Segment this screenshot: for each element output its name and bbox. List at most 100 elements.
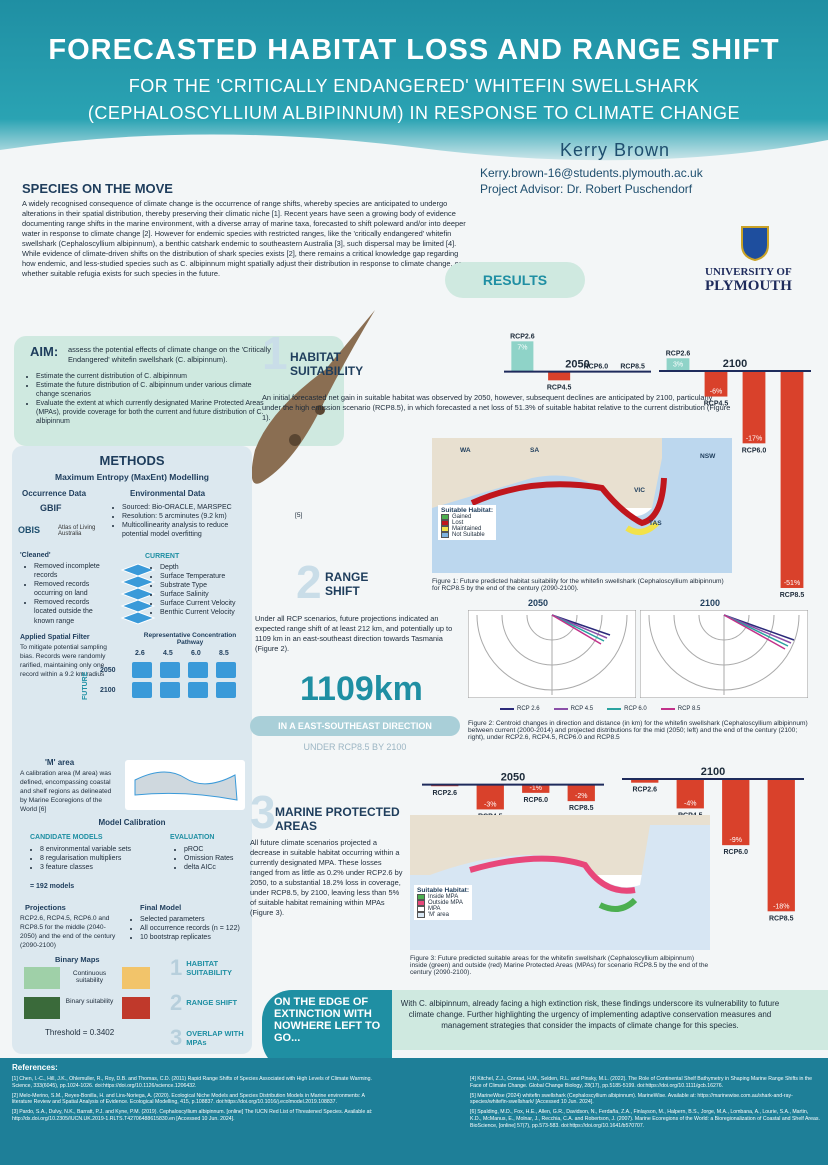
crest xyxy=(741,226,769,261)
legend: RCP 2.6 RCP 4.5 RCP 6.0 RCP 8.5 xyxy=(500,706,700,712)
email: Kerry.brown-16@students.plymouth.ac.uk xyxy=(480,166,703,180)
value-label: -9% xyxy=(730,837,742,844)
caption: Figure 1: Future predicted habitat suita… xyxy=(432,578,724,592)
legend-swatch xyxy=(500,708,514,710)
list-item: Substrate Type xyxy=(160,581,258,590)
category-label: RCP8.5 xyxy=(620,364,645,371)
section-title: MARINE PROTECTED AREAS xyxy=(275,805,400,833)
legend-swatch xyxy=(660,708,675,710)
binary-maps-icon xyxy=(24,967,150,1019)
legend-item: Maintained xyxy=(441,526,493,532)
cube xyxy=(188,662,208,678)
legend-label: RCP 4.5 xyxy=(570,706,594,712)
section-number: 3 xyxy=(250,786,276,838)
bar xyxy=(704,371,728,397)
legend-box: Suitable Habitat: Gained Lost Maintained Not… xyxy=(438,505,497,540)
legend-title: Suitable Habitat: xyxy=(417,887,470,894)
category-label: RCP4.5 xyxy=(547,384,572,391)
subheading: Maximum Entropy (MaxEnt) Modelling xyxy=(55,472,209,482)
list: Removed incomplete recordsRemoved record… xyxy=(22,562,112,626)
value-label: -1% xyxy=(530,785,542,792)
title: FORECASTED HABITAT LOSS AND RANGE SHIFT xyxy=(48,34,780,66)
region-label: WA xyxy=(460,447,471,454)
step-number: 1 xyxy=(170,954,183,980)
rose-arrow xyxy=(723,614,786,650)
list: Sourced: Bio-ORACLE, MARSPECResolution: … xyxy=(110,503,250,539)
caption: Figure 3: Future predicted suitable area… xyxy=(410,955,709,976)
bar xyxy=(522,784,550,793)
label: Final Model xyxy=(140,903,182,912)
legend-swatch xyxy=(417,912,425,918)
label: Projections xyxy=(25,903,66,912)
label: Binary Maps xyxy=(55,955,100,964)
list-item: All occurrence records (n = 122) xyxy=(140,924,253,933)
step-number: 3 xyxy=(170,1024,183,1050)
legend-item: Inside MPA xyxy=(417,894,469,900)
rcp-label: 2.6 xyxy=(135,650,145,657)
bar xyxy=(631,779,659,783)
value-label: 7% xyxy=(517,344,527,351)
legend-item: MPA xyxy=(417,906,469,912)
list: Selected parametersAll occurrence record… xyxy=(128,915,253,942)
label: Binary suitability xyxy=(65,998,114,1005)
list-item: Removed records occurring on land xyxy=(34,580,112,598)
text: A calibration area (M area) was defined,… xyxy=(20,770,112,813)
step-label: OVERLAP WITH MPAs xyxy=(186,1028,244,1047)
label: Environmental Data xyxy=(130,489,206,498)
rcp-grid: 2.6 4.5 6.0 8.5 2050 2100 xyxy=(100,650,250,710)
value-label: -6% xyxy=(710,389,722,396)
list-item: Surface Temperature xyxy=(160,572,258,581)
label: 'Cleaned' xyxy=(20,552,51,559)
legend-swatch xyxy=(441,520,449,526)
label: Representative Concentration Pathway xyxy=(143,632,237,646)
label: Continuous suitability xyxy=(72,970,107,984)
region-label: NSW xyxy=(700,453,716,460)
list-item: Benthic Current Velocity xyxy=(160,608,258,617)
section-heading: RESULTS xyxy=(482,272,548,288)
category-label: RCP2.6 xyxy=(510,333,535,340)
list-item: Multicollinearity analysis to reduce pot… xyxy=(122,521,250,539)
value-label: -18% xyxy=(773,903,789,910)
legend-swatch xyxy=(441,526,449,532)
direction-badge: IN A EAST-SOUTHEAST DIRECTION xyxy=(250,716,460,736)
bar xyxy=(476,784,504,810)
paragraph: An initial forecasted net gain in suitab… xyxy=(262,393,731,422)
threshold: Threshold = 0.3402 xyxy=(45,1028,115,1037)
legend-label: Lost xyxy=(452,520,464,526)
label: CANDIDATE MODELS xyxy=(30,834,103,841)
legend-item: Lost xyxy=(441,520,493,526)
legend-swatch xyxy=(417,906,425,912)
university: UNIVERSITY OF xyxy=(705,266,792,278)
list-item: Estimate the current distribution of C. … xyxy=(36,372,274,381)
list-item: Resolution: 5 arcminutes (9.2 km) xyxy=(122,512,250,521)
list-item: Estimate the future distribution of C. a… xyxy=(36,381,274,399)
label: Applied Spatial Filter xyxy=(20,634,90,641)
legend-swatch xyxy=(417,894,425,900)
rose-diagram xyxy=(468,610,636,698)
year-label: 2050 xyxy=(100,667,116,674)
reference: [4] Kitchel, Z.J., Conrad, H.M., Selden,… xyxy=(470,1076,813,1089)
legend-label: Gained xyxy=(452,514,472,520)
category-label: RCP2.6 xyxy=(432,790,457,797)
legend-item: 'M' area xyxy=(417,912,469,918)
bar xyxy=(767,779,795,912)
label: EVALUATION xyxy=(170,834,215,841)
conclusion-badge xyxy=(262,990,392,1070)
value-label: -51% xyxy=(784,580,800,587)
m-area-map xyxy=(125,760,245,810)
list: DepthSurface TemperatureSubstrate TypeSu… xyxy=(148,563,258,618)
value-label: -4% xyxy=(684,800,696,807)
bar-chart: RCP2.6 7% RCP4.5 RCP6.0 RCP8.5 2050 xyxy=(504,333,651,391)
subtitle: FOR THE 'CRITICALLY ENDANGERED' WHITEFIN… xyxy=(128,76,700,96)
legend-item: RCP 6.0 xyxy=(607,706,647,712)
results-badge xyxy=(445,262,585,298)
label: 'M' area xyxy=(45,758,75,767)
subtitle: (CEPHALOSCYLLIUM ALBIPINNUM) IN RESPONSE… xyxy=(87,103,741,123)
aim-label: AIM: xyxy=(30,344,59,359)
section-title: HABITAT SUITABILITY xyxy=(290,350,364,378)
rose-title: 2100 xyxy=(700,598,721,608)
list-item: Selected parameters xyxy=(140,915,253,924)
legend-label: RCP 2.6 xyxy=(517,706,540,712)
legend-label: Inside MPA xyxy=(428,894,459,900)
